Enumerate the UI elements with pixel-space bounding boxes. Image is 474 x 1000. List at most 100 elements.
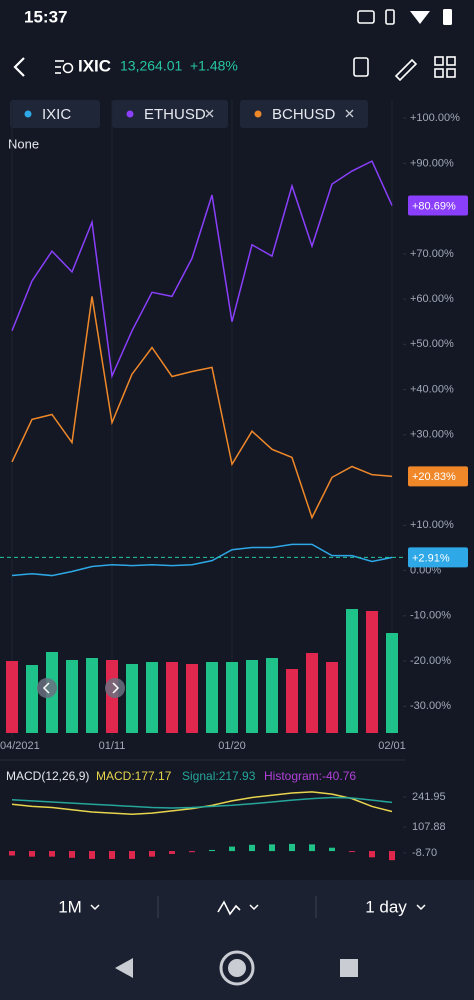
volume-bar	[266, 658, 278, 733]
histogram-bar	[49, 851, 55, 857]
volume-bar	[206, 662, 218, 733]
nav-home[interactable]	[219, 950, 255, 986]
x-tick-label: 01/20	[218, 740, 246, 752]
y-tick-label: +100.00%	[410, 112, 460, 124]
menu-button[interactable]	[434, 56, 456, 78]
nav-back[interactable]	[115, 958, 133, 978]
draw-button[interactable]	[394, 58, 418, 82]
scroll-arrow	[42, 682, 50, 694]
price: 13,264.01	[120, 58, 182, 74]
legend-dot	[126, 110, 134, 118]
volume-bar	[246, 660, 258, 733]
value-label: +2.91%	[412, 552, 450, 564]
volume-bar	[386, 633, 398, 733]
chevron	[249, 904, 259, 911]
y-tick-label: +90.00%	[410, 157, 454, 169]
volume-bar	[366, 611, 378, 733]
legend-dot	[254, 110, 262, 118]
volume-bar	[306, 653, 318, 733]
histogram-bar	[89, 851, 95, 859]
scroll-button[interactable]	[105, 678, 125, 698]
scroll-button[interactable]	[37, 678, 57, 698]
y-tick-label: 107.88	[412, 821, 446, 833]
value-label: +20.83%	[412, 471, 456, 483]
y-tick-label: +30.00%	[410, 429, 454, 441]
histogram-bar	[269, 844, 275, 852]
legend-chip[interactable]: IXIC	[10, 100, 100, 128]
value-label: +80.69%	[412, 200, 456, 212]
chip-background	[112, 100, 228, 128]
y-tick-label: +70.00%	[410, 248, 454, 260]
legend-label: ETHUSD	[144, 106, 206, 123]
volume-bar	[346, 609, 358, 733]
value-badge	[408, 195, 468, 216]
status-icons	[357, 9, 452, 25]
histogram-bar	[69, 851, 75, 858]
y-tick-label: -20.00%	[410, 655, 451, 667]
y-tick-label: -8.70	[412, 847, 437, 859]
remove-icon[interactable]	[205, 109, 214, 118]
volume-bar	[126, 664, 138, 733]
histogram-bar	[289, 843, 295, 852]
histogram-bar	[229, 846, 235, 852]
y-tick-label: 241.95	[412, 791, 446, 803]
status-time: 15:37	[24, 7, 67, 26]
histogram-bar	[169, 851, 175, 854]
x-tick-label: 04/2021	[0, 740, 40, 752]
histogram-bar	[9, 851, 15, 856]
legend-chip[interactable]: BCHUSD	[240, 100, 368, 128]
range-selector[interactable]: 1M	[58, 897, 82, 916]
volume-bar	[66, 660, 78, 733]
chevron	[90, 904, 100, 911]
volume-bar	[186, 664, 198, 733]
histogram-bar	[149, 851, 155, 857]
chip-background	[10, 100, 100, 128]
indicator-note: None	[8, 136, 39, 151]
value-badge	[408, 547, 468, 568]
volume-bar	[86, 658, 98, 733]
chip-background	[240, 100, 368, 128]
histogram-bar	[309, 844, 315, 852]
legend-chip[interactable]: ETHUSD	[112, 100, 228, 128]
legend-dot	[24, 110, 32, 118]
y-tick-label: -30.00%	[410, 700, 451, 712]
y-tick-label: +60.00%	[410, 293, 454, 305]
histogram-bar	[329, 847, 335, 852]
interval-selector[interactable]: 1 day	[365, 897, 407, 916]
histogram-bar	[369, 851, 375, 858]
value-badge	[408, 466, 468, 487]
x-tick-label: 01/11	[99, 740, 126, 752]
volume-bar	[6, 661, 18, 733]
histogram-bar	[109, 851, 115, 859]
symbol: IXIC	[78, 56, 111, 75]
series-line	[11, 160, 393, 379]
chart-type-button[interactable]	[217, 900, 241, 916]
y-tick-label: -10.00%	[410, 610, 451, 622]
scroll-arrow	[112, 682, 120, 694]
nav-recents[interactable]	[340, 959, 358, 977]
macd-title: MACD(12,26,9)	[6, 769, 89, 783]
y-tick-label: +10.00%	[410, 519, 454, 531]
macd-legend: MACD:177.17	[96, 769, 172, 783]
volume-bar	[226, 662, 238, 733]
x-tick-label: 02/01	[378, 740, 406, 752]
volume-bar	[326, 662, 338, 733]
histogram-bar	[209, 849, 215, 852]
macd-legend: Histogram:-40.76	[264, 769, 356, 783]
y-tick-label: +40.00%	[410, 383, 454, 395]
histogram-bar	[29, 851, 35, 857]
remove-icon[interactable]	[345, 109, 354, 118]
search-icon[interactable]	[55, 60, 74, 74]
y-tick-label: +50.00%	[410, 338, 454, 350]
macd-legend: Signal:217.93	[182, 769, 256, 783]
price-change: +1.48%	[190, 58, 238, 74]
macd-line	[11, 796, 393, 809]
back-button[interactable]	[13, 57, 25, 77]
nav-home-dot	[228, 959, 246, 977]
rotate-button[interactable]	[353, 57, 369, 77]
legend-label: IXIC	[42, 106, 71, 123]
series-line	[11, 543, 393, 577]
